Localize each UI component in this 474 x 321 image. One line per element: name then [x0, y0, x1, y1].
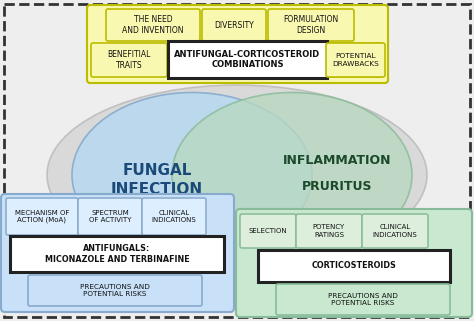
FancyBboxPatch shape [296, 214, 362, 248]
FancyBboxPatch shape [78, 198, 142, 235]
Text: MECHANISM OF
ACTION (MoA): MECHANISM OF ACTION (MoA) [15, 210, 69, 223]
Text: CLINICAL
INDICATIONS: CLINICAL INDICATIONS [152, 210, 196, 223]
FancyBboxPatch shape [142, 198, 206, 235]
Text: SELECTION: SELECTION [249, 228, 287, 234]
FancyBboxPatch shape [6, 198, 78, 235]
FancyBboxPatch shape [106, 9, 200, 41]
Ellipse shape [47, 85, 427, 265]
FancyBboxPatch shape [168, 41, 327, 78]
Text: PRECAUTIONS AND
POTENTIAL RISKS: PRECAUTIONS AND POTENTIAL RISKS [328, 293, 398, 306]
Text: CORTICOSTEROIDS: CORTICOSTEROIDS [311, 262, 396, 271]
FancyBboxPatch shape [87, 5, 388, 83]
Text: THE NEED
AND INVENTION: THE NEED AND INVENTION [122, 15, 184, 35]
FancyBboxPatch shape [362, 214, 428, 248]
Text: POTENTIAL
DRAWBACKS: POTENTIAL DRAWBACKS [331, 50, 379, 70]
Text: CLINICAL
INDICATIONS: CLINICAL INDICATIONS [373, 224, 418, 238]
Text: BENEFITIAL
TRAITS: BENEFITIAL TRAITS [107, 50, 151, 70]
FancyBboxPatch shape [1, 194, 234, 312]
FancyBboxPatch shape [328, 43, 382, 77]
Text: ANTIFUNGALS:
MICONAZOLE AND TERBINAFINE: ANTIFUNGALS: MICONAZOLE AND TERBINAFINE [45, 244, 189, 264]
Text: FORMULATION
DESIGN: FORMULATION DESIGN [283, 15, 338, 35]
FancyBboxPatch shape [202, 9, 266, 41]
Text: PRURITUS: PRURITUS [302, 180, 372, 194]
FancyBboxPatch shape [236, 209, 472, 317]
FancyBboxPatch shape [4, 4, 470, 317]
Text: POTENCY
RATINGS: POTENCY RATINGS [313, 224, 345, 238]
Text: POTENTIAL
DRAWBACKS: POTENTIAL DRAWBACKS [332, 53, 379, 67]
FancyBboxPatch shape [326, 43, 385, 77]
FancyBboxPatch shape [28, 275, 202, 306]
Text: INFLAMMATION: INFLAMMATION [283, 153, 391, 167]
Text: FUNGAL
INFECTION: FUNGAL INFECTION [111, 163, 203, 197]
FancyBboxPatch shape [276, 284, 450, 315]
Text: DIVERSITY: DIVERSITY [214, 21, 254, 30]
FancyBboxPatch shape [258, 250, 450, 282]
Ellipse shape [72, 92, 312, 257]
Text: SPECTRUM
OF ACTIVITY: SPECTRUM OF ACTIVITY [89, 210, 131, 223]
Ellipse shape [172, 92, 412, 257]
Text: PRECAUTIONS AND
POTENTIAL RISKS: PRECAUTIONS AND POTENTIAL RISKS [80, 284, 150, 297]
FancyBboxPatch shape [10, 236, 224, 272]
FancyBboxPatch shape [240, 214, 296, 248]
Text: ANTIFUNGAL-CORTICOSTEROID
COMBINATIONS: ANTIFUNGAL-CORTICOSTEROID COMBINATIONS [174, 50, 320, 69]
FancyBboxPatch shape [91, 43, 167, 77]
FancyBboxPatch shape [268, 9, 354, 41]
